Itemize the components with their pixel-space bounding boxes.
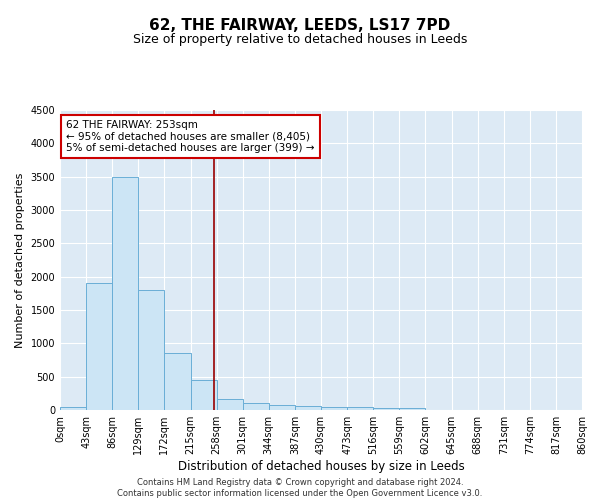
Bar [373, 408, 400, 410]
Text: Contains HM Land Registry data © Crown copyright and database right 2024.
Contai: Contains HM Land Registry data © Crown c… [118, 478, 482, 498]
Bar [321, 406, 347, 410]
Bar [164, 354, 191, 410]
Bar [243, 402, 269, 410]
Bar [86, 284, 112, 410]
Bar [269, 405, 295, 410]
X-axis label: Distribution of detached houses by size in Leeds: Distribution of detached houses by size … [178, 460, 464, 473]
Text: Size of property relative to detached houses in Leeds: Size of property relative to detached ho… [133, 32, 467, 46]
Bar [347, 408, 373, 410]
Bar [217, 400, 242, 410]
Text: 62 THE FAIRWAY: 253sqm
← 95% of detached houses are smaller (8,405)
5% of semi-d: 62 THE FAIRWAY: 253sqm ← 95% of detached… [66, 120, 314, 153]
Y-axis label: Number of detached properties: Number of detached properties [15, 172, 25, 348]
Text: 62, THE FAIRWAY, LEEDS, LS17 7PD: 62, THE FAIRWAY, LEEDS, LS17 7PD [149, 18, 451, 32]
Bar [60, 406, 86, 410]
Bar [139, 290, 164, 410]
Bar [400, 408, 425, 410]
Bar [191, 380, 217, 410]
Bar [295, 406, 321, 410]
Bar [112, 176, 139, 410]
